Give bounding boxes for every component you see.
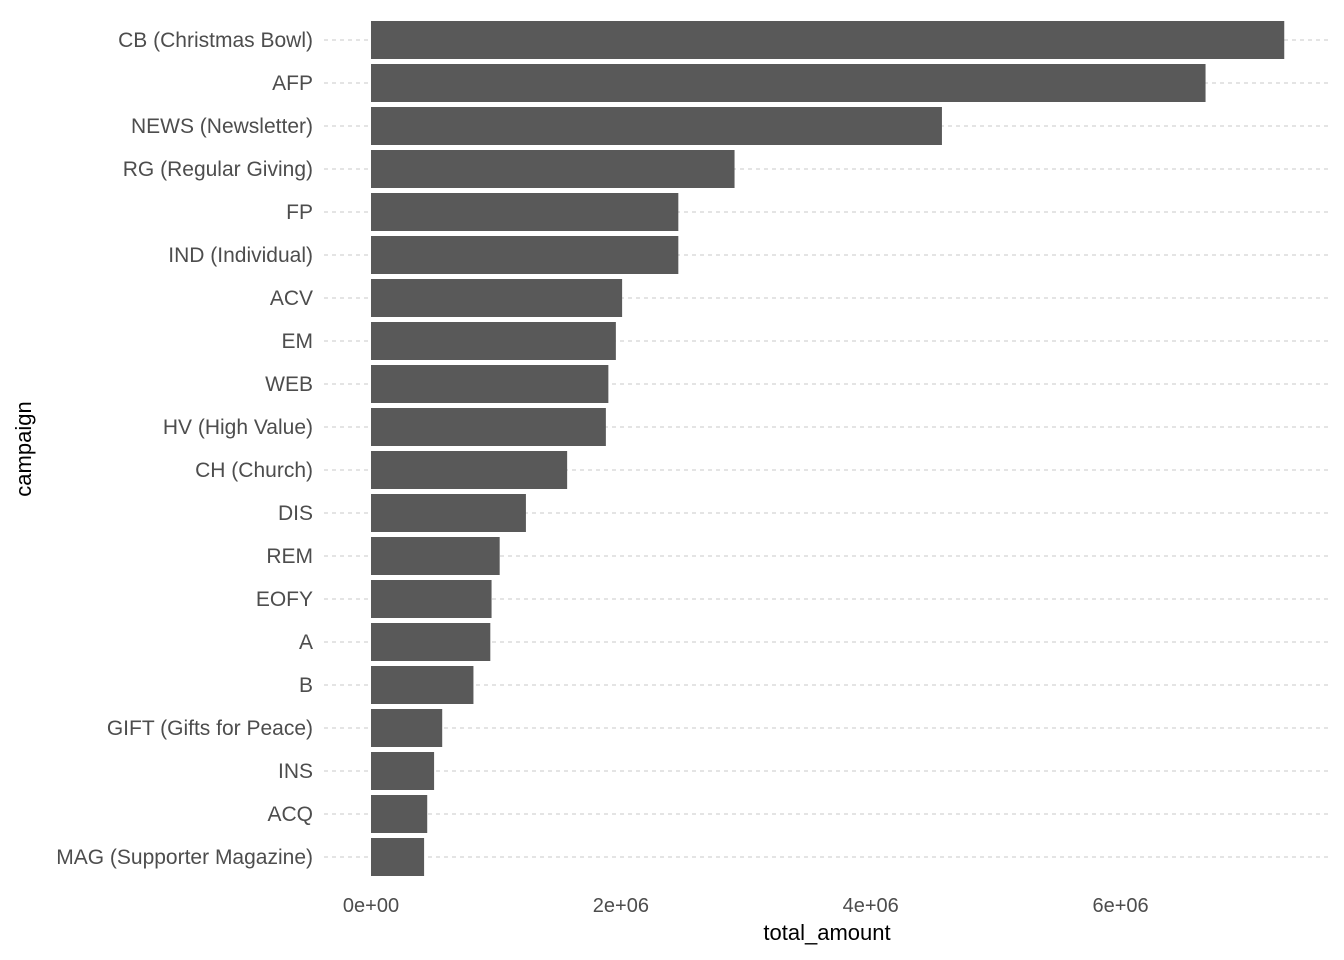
- bar: [371, 795, 428, 833]
- category-label: ACV: [270, 287, 313, 310]
- x-tick-label: 2e+06: [593, 895, 649, 917]
- bar: [371, 408, 606, 446]
- bar: [371, 279, 623, 317]
- bar: [371, 580, 492, 618]
- bar: [371, 193, 679, 231]
- bar: [371, 365, 609, 403]
- bar: [371, 838, 425, 876]
- category-label: A: [299, 631, 313, 654]
- category-label: MAG (Supporter Magazine): [56, 846, 313, 869]
- category-label: WEB: [265, 373, 313, 396]
- category-label: INS: [278, 760, 313, 783]
- category-label: B: [299, 674, 313, 697]
- category-label: FP: [286, 201, 313, 224]
- bar: [371, 494, 526, 532]
- category-label: EM: [282, 330, 314, 353]
- category-label: AFP: [272, 72, 313, 95]
- bar: [371, 537, 500, 575]
- category-label: ACQ: [267, 803, 313, 826]
- bar: [371, 21, 1285, 59]
- category-label: REM: [266, 545, 313, 568]
- x-tick-label: 6e+06: [1093, 895, 1149, 917]
- bar: [371, 709, 443, 747]
- category-label: RG (Regular Giving): [123, 158, 313, 181]
- category-label: NEWS (Newsletter): [131, 115, 313, 138]
- category-label: DIS: [278, 502, 313, 525]
- category-label: CH (Church): [195, 459, 313, 482]
- bar: [371, 107, 942, 145]
- x-tick-label: 4e+06: [843, 895, 899, 917]
- x-tick-labels: 0e+00 2e+06 4e+06 6e+06: [343, 895, 1149, 917]
- bar: [371, 623, 491, 661]
- bar: [371, 322, 616, 360]
- bar: [371, 666, 474, 704]
- x-axis-title: total_amount: [763, 920, 890, 945]
- y-axis-title: campaign: [11, 401, 36, 496]
- category-label: IND (Individual): [168, 244, 313, 267]
- bar: [371, 64, 1206, 102]
- category-label: GIFT (Gifts for Peace): [107, 717, 313, 740]
- bars: [371, 21, 1285, 876]
- category-label: HV (High Value): [163, 416, 313, 439]
- bar: [371, 451, 568, 489]
- category-label: CB (Christmas Bowl): [118, 29, 313, 52]
- bar: [371, 236, 679, 274]
- bar: [371, 150, 735, 188]
- bar: [371, 752, 435, 790]
- category-label: EOFY: [256, 588, 313, 611]
- x-tick-label: 0e+00: [343, 895, 399, 917]
